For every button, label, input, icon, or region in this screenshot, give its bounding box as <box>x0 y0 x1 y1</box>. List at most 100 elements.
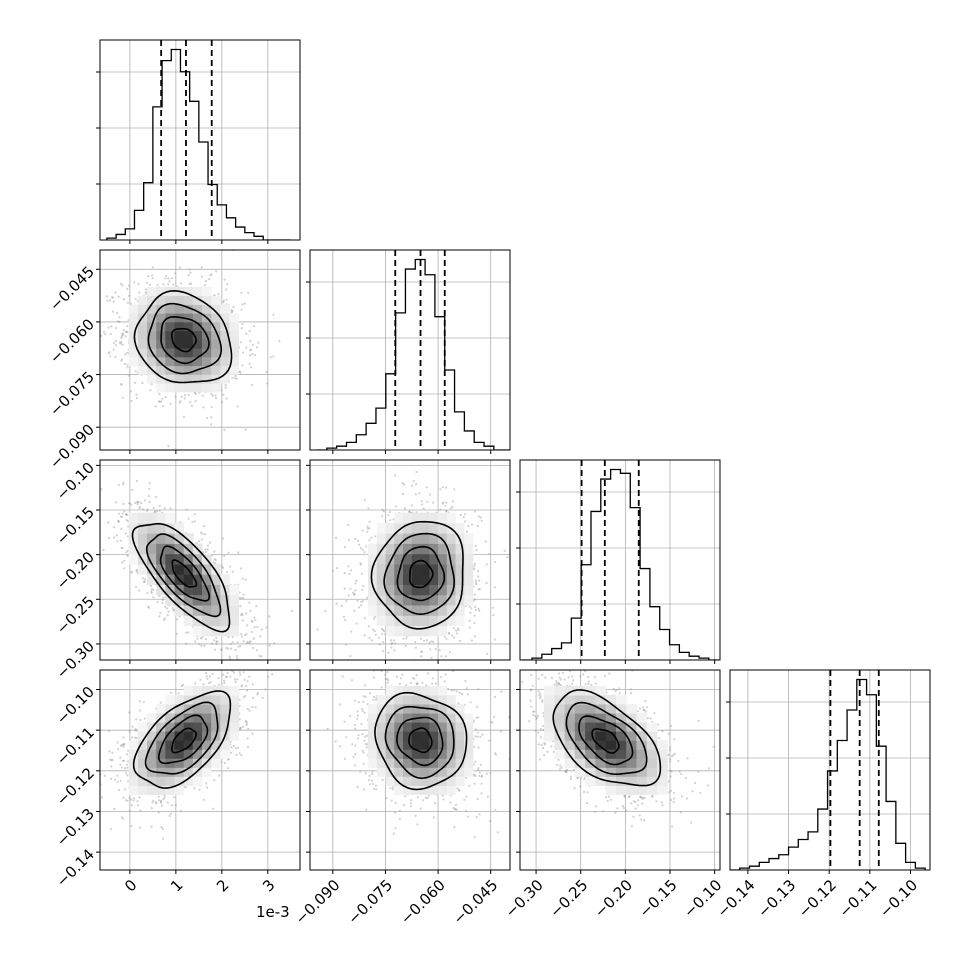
scatter-point <box>405 637 408 640</box>
scatter-point <box>335 602 338 605</box>
scatter-point <box>117 519 120 523</box>
scatter-point <box>374 535 377 538</box>
density-cell <box>211 339 221 349</box>
scatter-point <box>259 665 261 667</box>
scatter-point <box>220 649 223 652</box>
scatter-point <box>468 605 471 608</box>
scatter-point <box>383 630 386 633</box>
density-cell <box>220 348 230 358</box>
scatter-point <box>237 645 240 648</box>
density-cell <box>385 574 395 585</box>
scatter-point <box>124 353 127 356</box>
scatter-point <box>432 501 435 504</box>
scatter-point <box>217 661 219 663</box>
density-cell <box>165 383 175 393</box>
scatter-point <box>473 568 476 571</box>
scatter-point <box>187 393 190 396</box>
scatter-point <box>402 637 405 640</box>
density-cell <box>137 339 148 349</box>
scatter-point <box>476 524 479 528</box>
density-cell <box>220 374 230 384</box>
density-cell <box>376 605 386 616</box>
scatter-point <box>167 283 170 286</box>
scatter-point <box>484 540 487 543</box>
scatter-point <box>201 538 204 541</box>
density-cell <box>174 594 185 606</box>
density-cell <box>403 615 413 627</box>
density-cell <box>446 543 456 555</box>
density-cell <box>376 615 386 627</box>
scatter-point <box>151 266 154 269</box>
scatter-point <box>477 607 480 610</box>
density-cell <box>411 543 421 555</box>
scatter-point <box>451 634 454 637</box>
hist-panel-1 <box>306 249 511 454</box>
contour-1-0-2 <box>147 302 222 375</box>
scatter-point <box>240 308 243 311</box>
scatter-point <box>112 296 115 299</box>
density-cell <box>394 594 404 606</box>
scatter-point <box>213 550 216 553</box>
scatter-point <box>209 666 211 668</box>
scatter-point <box>394 642 397 645</box>
density-cell <box>211 594 221 606</box>
scatter-point <box>113 526 116 529</box>
scatter-point <box>121 512 124 515</box>
scatter-point <box>390 643 393 646</box>
density-cell <box>411 584 421 596</box>
scatter-point <box>473 593 476 596</box>
scatter-panel-2-1 <box>306 459 511 665</box>
scatter-point <box>90 494 92 496</box>
density-cell <box>183 313 194 323</box>
density-cell <box>156 365 166 375</box>
density-cell <box>385 584 395 596</box>
scatter-point <box>445 501 448 504</box>
scatter-point <box>190 404 193 408</box>
scatter-point <box>212 561 215 564</box>
scatter-point <box>126 535 130 538</box>
scatter-point <box>439 488 442 491</box>
scatter-point <box>145 281 148 284</box>
scatter-point <box>214 394 217 397</box>
density-cell <box>156 512 166 524</box>
scatter-point <box>316 628 319 631</box>
contour-1-0-1 <box>160 315 210 365</box>
scatter-point <box>204 280 207 283</box>
density-cell <box>192 383 203 393</box>
density-cell <box>446 584 456 596</box>
density-cell <box>183 533 194 544</box>
scatter-point <box>474 609 477 612</box>
scatter-point <box>126 351 129 354</box>
scatter-point <box>119 539 122 542</box>
scatter-point <box>178 401 181 404</box>
scatter-point <box>225 646 228 650</box>
scatter-point <box>253 626 256 629</box>
scatter-point <box>485 582 488 585</box>
scatter-point <box>420 650 423 653</box>
scatter-point <box>156 600 159 604</box>
scatter-point <box>370 536 373 539</box>
density-cell <box>192 322 203 332</box>
density-cell <box>211 322 221 332</box>
density-cell <box>137 322 148 332</box>
density-cell <box>411 553 421 565</box>
scatter-point <box>438 649 441 652</box>
scatter-point <box>200 644 203 647</box>
density-cell <box>147 543 157 555</box>
scatter-point <box>222 393 225 396</box>
scatter-point <box>265 626 268 629</box>
scatter-point <box>123 559 126 562</box>
scatter-point <box>361 529 364 532</box>
scatter-point <box>494 560 497 564</box>
scatter-point <box>225 571 229 574</box>
scatter-point <box>118 316 121 319</box>
scatter-point <box>144 288 148 291</box>
hist-frame-2 <box>519 459 721 661</box>
density-cell <box>211 348 221 358</box>
scatter-point <box>414 663 416 665</box>
scatter-point <box>272 313 275 316</box>
contour-2-1-0 <box>409 559 434 589</box>
scatter-point <box>187 273 190 277</box>
density-cell <box>368 584 378 596</box>
density-cell <box>183 304 194 314</box>
